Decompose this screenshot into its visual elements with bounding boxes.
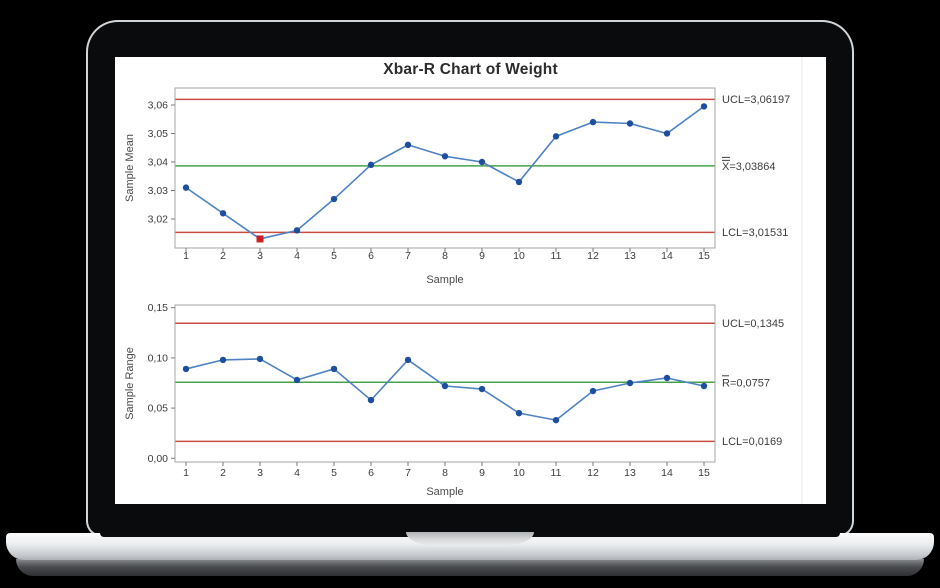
data-point <box>293 376 301 384</box>
y-axis-label: Sample Mean <box>124 134 136 202</box>
data-point <box>515 178 523 186</box>
x-tick-label: 7 <box>405 250 411 262</box>
data-point <box>700 382 708 390</box>
center-label: X=3,03864 <box>722 161 776 173</box>
data-point <box>441 382 449 390</box>
x-axis-label: Sample <box>426 274 463 286</box>
ucl-label: UCL=3,06197 <box>722 94 790 106</box>
x-tick-label: 9 <box>479 467 485 479</box>
x-tick-label: 13 <box>624 467 636 479</box>
x-tick-label: 12 <box>587 250 599 262</box>
x-tick-label: 13 <box>624 250 636 262</box>
violation-point <box>256 235 264 243</box>
data-point <box>404 356 412 364</box>
x-tick-label: 11 <box>551 467 562 479</box>
y-tick-label: 3,05 <box>148 128 169 140</box>
x-tick-label: 6 <box>368 250 374 262</box>
lcl-label: LCL=3,01531 <box>722 227 788 239</box>
data-point <box>552 416 560 424</box>
data-point <box>441 153 449 160</box>
xbar-series-line <box>185 105 705 240</box>
x-tick-label: 14 <box>661 467 673 479</box>
y-tick-label: 0,05 <box>148 403 169 415</box>
data-point <box>219 210 227 217</box>
y-tick-label: 3,06 <box>148 99 169 111</box>
y-tick-label: 3,02 <box>148 213 169 225</box>
x-tick-label: 12 <box>587 467 599 479</box>
r-series-line <box>185 358 705 421</box>
data-point <box>663 374 671 382</box>
data-point <box>219 356 227 364</box>
ucl-label: UCL=0,1345 <box>722 318 784 330</box>
laptop-screen-content: Xbar-R Chart of Weight 3,06 3,05 3,04 3,03 3… <box>115 57 826 504</box>
y-tick-label: 0,15 <box>148 302 169 314</box>
x-tick-label: 1 <box>183 250 189 262</box>
data-point <box>478 158 486 166</box>
data-point <box>330 195 338 203</box>
x-tick-label: 10 <box>513 467 525 479</box>
data-point <box>663 130 671 137</box>
x-tick-label: 10 <box>513 250 525 262</box>
x-tick-label: 3 <box>257 250 263 262</box>
x-tick-label: 8 <box>442 250 448 262</box>
data-point <box>182 184 190 191</box>
y-tick-label: 3,04 <box>148 156 169 168</box>
x-tick-label: 15 <box>698 467 710 479</box>
plot-border <box>174 87 716 249</box>
data-point <box>626 120 634 127</box>
data-point <box>330 365 338 373</box>
r-chart: 0,150,100,050,001 2 3 4 5 6 7 8 9 10 11 12 13 14 15Sam… <box>124 302 784 498</box>
xbar-chart: 3,063,053,043,033,021 2 3 4 5 6 7 8 9 10 11 12 13 14 1… <box>124 87 790 286</box>
data-point <box>552 133 560 140</box>
x-axis-label: Sample <box>426 486 463 498</box>
x-tick-label: 7 <box>405 467 411 479</box>
y-tick-label: 0,10 <box>148 352 169 364</box>
y-tick-label: 0,00 <box>148 453 169 465</box>
x-tick-label: 2 <box>220 250 226 262</box>
data-point <box>589 387 597 395</box>
lcl-label: LCL=0,0169 <box>722 436 782 448</box>
xbar-r-control-charts: 3,063,053,043,033,021 2 3 4 5 6 7 8 9 10 11 12 13 14 1… <box>124 57 803 504</box>
x-tick-label: 9 <box>479 250 485 262</box>
data-point <box>293 227 301 234</box>
center-label: R=0,0757 <box>722 377 770 389</box>
x-tick-label: 4 <box>294 467 300 479</box>
laptop-base-notch <box>406 532 534 546</box>
y-axis-label: Sample Range <box>124 347 136 420</box>
x-tick-label: 14 <box>661 250 673 262</box>
x-tick-label: 15 <box>698 250 710 262</box>
x-tick-label: 5 <box>331 467 337 479</box>
data-point <box>478 385 486 393</box>
data-point <box>367 396 375 404</box>
x-tick-label: 2 <box>220 467 226 479</box>
x-tick-label: 5 <box>331 250 337 262</box>
x-tick-label: 6 <box>368 467 374 479</box>
data-point <box>182 365 190 373</box>
x-tick-label: 4 <box>294 250 300 262</box>
x-tick-label: 8 <box>442 467 448 479</box>
laptop-base-bottom-edge <box>16 559 924 576</box>
data-point <box>589 118 597 126</box>
x-tick-label: 3 <box>257 467 263 479</box>
data-point <box>515 409 523 417</box>
data-point <box>367 161 375 169</box>
data-point <box>626 379 634 387</box>
data-point <box>700 103 708 110</box>
chart-title: Xbar-R Chart of Weight <box>383 61 558 78</box>
data-point <box>256 355 264 363</box>
y-tick-label: 3,03 <box>148 185 169 197</box>
data-point <box>404 141 412 149</box>
x-tick-label: 11 <box>551 250 562 262</box>
x-tick-label: 1 <box>183 467 189 479</box>
